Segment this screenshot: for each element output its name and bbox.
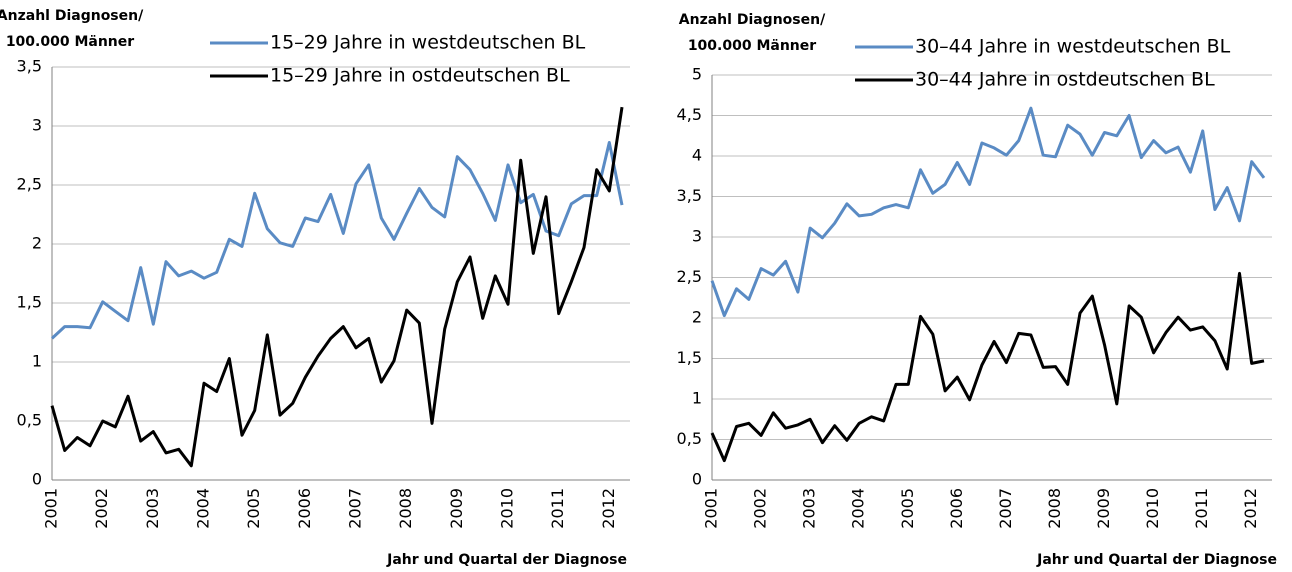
- x-tick-label: 2010: [1143, 488, 1162, 529]
- x-tick-label: 2007: [996, 488, 1015, 529]
- x-tick-label: 2005: [898, 488, 917, 529]
- legend-label: 30–44 Jahre in westdeutschen BL: [915, 36, 1231, 58]
- y-axis-title: Anzahl Diagnosen/: [679, 12, 826, 28]
- legend-label: 30–44 Jahre in ostdeutschen BL: [915, 69, 1215, 91]
- y-tick-label: 5: [692, 65, 702, 84]
- x-tick-label: 2012: [599, 488, 618, 529]
- x-tick-label: 2001: [702, 488, 721, 529]
- x-tick-label: 2010: [498, 488, 517, 529]
- x-tick-label: 2004: [194, 488, 213, 529]
- x-axis-title: Jahr und Quartal der Diagnose: [1036, 552, 1277, 568]
- x-tick-label: 2009: [1094, 488, 1113, 529]
- y-tick-label: 2: [32, 234, 42, 253]
- y-axis-title: 100.000 Männer: [688, 38, 816, 54]
- x-tick-label: 2008: [396, 488, 415, 529]
- y-tick-label: 0: [692, 470, 702, 489]
- x-tick-label: 2007: [346, 488, 365, 529]
- x-tick-label: 2001: [42, 488, 61, 529]
- y-tick-label: 1,5: [17, 293, 42, 312]
- x-tick-label: 2012: [1241, 488, 1260, 529]
- legend-label: 15–29 Jahre in westdeutschen BL: [270, 32, 586, 54]
- x-tick-label: 2002: [751, 488, 770, 529]
- y-tick-label: 1: [692, 389, 702, 408]
- y-tick-label: 3: [32, 116, 42, 135]
- x-tick-label: 2008: [1045, 488, 1064, 529]
- y-axis-title: Anzahl Diagnosen/: [0, 8, 144, 24]
- x-tick-label: 2003: [800, 488, 819, 529]
- series-line: [710, 106, 1266, 318]
- y-tick-label: 3,5: [677, 186, 702, 205]
- x-tick-label: 2005: [244, 488, 263, 529]
- y-tick-label: 1: [32, 352, 42, 371]
- y-tick-label: 0,5: [677, 429, 702, 448]
- y-tick-label: 1,5: [677, 348, 702, 367]
- y-tick-label: 0: [32, 470, 42, 489]
- x-tick-label: 2003: [143, 488, 162, 529]
- x-axis-title: Jahr und Quartal der Diagnose: [386, 552, 627, 568]
- y-tick-label: 2: [692, 308, 702, 327]
- x-tick-label: 2002: [92, 488, 111, 529]
- series-line: [710, 271, 1265, 463]
- x-tick-label: 2004: [849, 488, 868, 529]
- x-tick-label: 2011: [548, 488, 567, 529]
- legend-label: 15–29 Jahre in ostdeutschen BL: [270, 65, 570, 87]
- x-tick-label: 2009: [447, 488, 466, 529]
- x-tick-label: 2006: [295, 488, 314, 529]
- x-tick-label: 2011: [1192, 488, 1211, 529]
- y-tick-label: 4: [692, 146, 702, 165]
- y-tick-label: 3,5: [17, 57, 42, 76]
- y-axis-title: 100.000 Männer: [6, 34, 134, 50]
- y-tick-label: 3: [692, 227, 702, 246]
- x-tick-label: 2006: [947, 488, 966, 529]
- y-tick-label: 2,5: [17, 175, 42, 194]
- series-line: [50, 106, 624, 468]
- y-tick-label: 2,5: [677, 267, 702, 286]
- y-tick-label: 0,5: [17, 411, 42, 430]
- y-tick-label: 4,5: [677, 105, 702, 124]
